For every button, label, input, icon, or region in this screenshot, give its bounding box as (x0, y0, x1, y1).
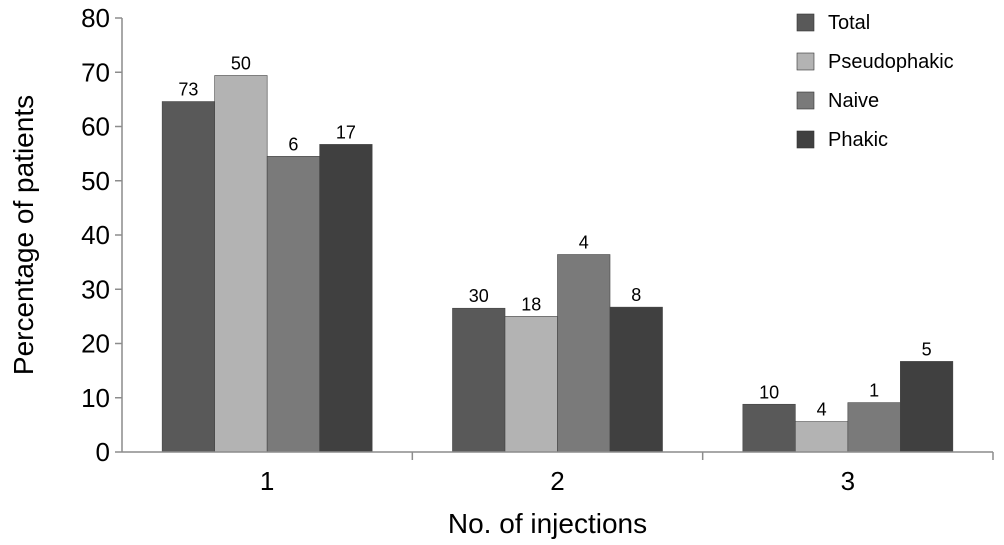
x-category-label: 1 (260, 466, 274, 496)
legend: Total Pseudophakic Naive Phakic (796, 12, 954, 151)
bar-total-2 (452, 307, 506, 453)
data-label: 5 (922, 339, 932, 359)
x-axis-category-labels: 1 2 3 (260, 466, 855, 496)
x-category-label: 2 (550, 466, 564, 496)
bar-total-1 (161, 101, 215, 453)
data-label: 8 (631, 285, 641, 305)
bar-naive-2 (557, 254, 611, 453)
bar-phakic-2 (609, 306, 663, 453)
x-axis-title: No. of injections (448, 508, 647, 539)
bar-naive-1 (266, 156, 320, 453)
data-labels-group: 73 50 6 17 30 18 4 8 10 4 1 5 (178, 54, 931, 420)
y-tick-label: 50 (81, 166, 110, 196)
bars-group (161, 75, 954, 453)
y-tick-label: 70 (81, 57, 110, 87)
data-label: 30 (469, 286, 489, 306)
legend-swatch-phakic (796, 130, 815, 149)
data-label: 73 (178, 80, 198, 100)
bar-total-3 (742, 403, 796, 453)
y-tick-label: 0 (96, 437, 110, 467)
legend-swatch-naive (796, 91, 815, 110)
y-axis-ticks: 0 10 20 30 40 50 60 70 80 (81, 3, 122, 467)
data-label: 4 (817, 400, 827, 420)
axes (121, 18, 993, 453)
bar-naive-3 (847, 402, 901, 453)
data-label: 10 (759, 382, 779, 402)
y-tick-label: 80 (81, 3, 110, 33)
y-tick-label: 30 (81, 274, 110, 304)
x-axis-ticks (411, 452, 994, 460)
data-label: 50 (231, 54, 251, 74)
legend-label-total: Total (828, 12, 870, 34)
y-axis-title: Percentage of patients (8, 95, 39, 375)
bar-pseudophakic-2 (504, 316, 558, 453)
legend-label-pseudophakic: Pseudophakic (828, 51, 954, 73)
y-tick-label: 60 (81, 112, 110, 142)
data-label: 18 (521, 294, 541, 314)
legend-swatch-total (796, 13, 815, 32)
y-tick-label: 20 (81, 329, 110, 359)
data-label: 17 (336, 122, 356, 142)
bar-pseudophakic-3 (795, 421, 849, 453)
y-tick-label: 10 (81, 383, 110, 413)
data-label: 6 (288, 134, 298, 154)
y-tick-label: 40 (81, 220, 110, 250)
bar-pseudophakic-1 (214, 75, 268, 453)
legend-swatch-pseudophakic (796, 52, 815, 71)
data-label: 1 (869, 381, 879, 401)
legend-label-phakic: Phakic (828, 129, 888, 151)
x-category-label: 3 (841, 466, 855, 496)
data-label: 4 (579, 233, 589, 253)
bar-phakic-3 (900, 361, 954, 453)
legend-label-naive: Naive (828, 90, 879, 112)
bar-phakic-1 (319, 144, 373, 453)
